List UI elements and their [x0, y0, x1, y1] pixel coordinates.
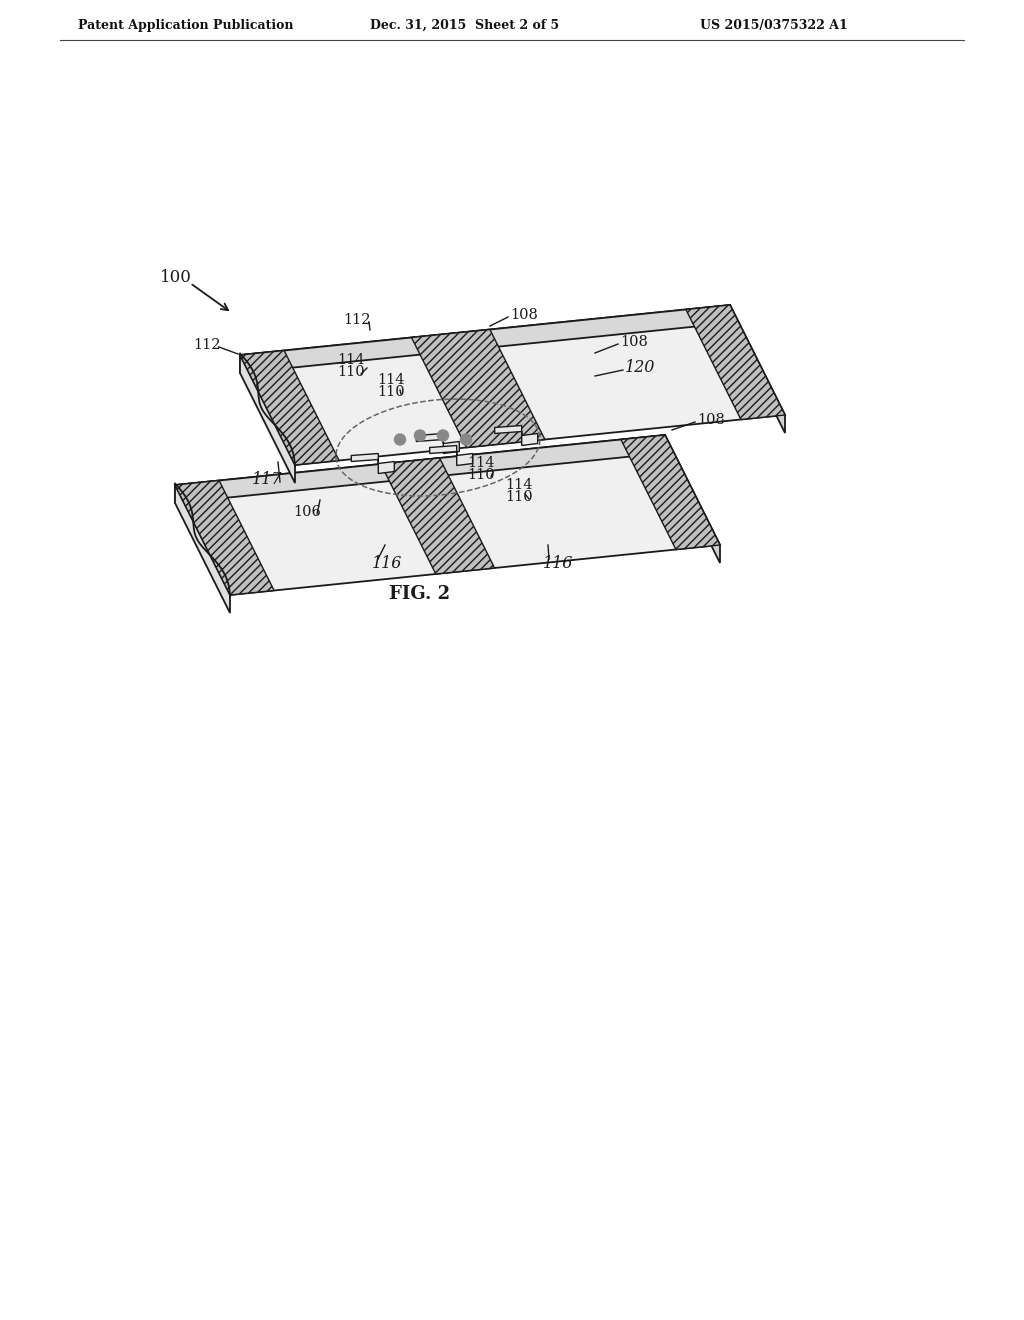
- Text: 108: 108: [620, 335, 648, 348]
- Polygon shape: [240, 305, 785, 465]
- Text: US 2015/0375322 A1: US 2015/0375322 A1: [700, 18, 848, 32]
- Text: 114: 114: [467, 455, 495, 470]
- Text: 114: 114: [377, 374, 404, 387]
- Polygon shape: [665, 436, 720, 564]
- Text: 106: 106: [293, 506, 321, 519]
- Polygon shape: [412, 330, 545, 447]
- Text: 108: 108: [510, 308, 538, 322]
- Polygon shape: [240, 351, 339, 465]
- Text: 114: 114: [505, 478, 532, 492]
- Polygon shape: [621, 436, 720, 549]
- Text: 110: 110: [505, 490, 532, 504]
- Text: 108: 108: [697, 413, 725, 426]
- Polygon shape: [240, 355, 295, 483]
- Text: 120: 120: [625, 359, 655, 376]
- Circle shape: [415, 430, 426, 441]
- Text: 112: 112: [193, 338, 220, 352]
- Polygon shape: [417, 433, 460, 454]
- Circle shape: [437, 430, 449, 441]
- Text: 110: 110: [467, 469, 495, 482]
- Polygon shape: [240, 305, 730, 374]
- Text: Dec. 31, 2015  Sheet 2 of 5: Dec. 31, 2015 Sheet 2 of 5: [370, 18, 559, 32]
- Polygon shape: [381, 458, 495, 574]
- Text: 112: 112: [343, 313, 371, 327]
- Text: Patent Application Publication: Patent Application Publication: [78, 18, 294, 32]
- Polygon shape: [430, 446, 473, 466]
- Text: 117: 117: [252, 471, 283, 488]
- Polygon shape: [175, 480, 274, 595]
- Text: 114: 114: [337, 352, 365, 367]
- Text: 116: 116: [372, 554, 402, 572]
- Polygon shape: [351, 454, 394, 474]
- Polygon shape: [730, 305, 785, 433]
- Polygon shape: [495, 425, 538, 446]
- Text: 100: 100: [160, 269, 191, 286]
- Polygon shape: [175, 436, 665, 503]
- Text: 110: 110: [377, 385, 404, 399]
- Circle shape: [461, 434, 471, 445]
- Text: 110: 110: [337, 366, 365, 379]
- Circle shape: [394, 434, 406, 445]
- Text: 116: 116: [543, 554, 573, 572]
- Polygon shape: [686, 305, 785, 420]
- Text: FIG. 2: FIG. 2: [389, 585, 451, 603]
- Polygon shape: [175, 484, 230, 612]
- Polygon shape: [175, 436, 720, 595]
